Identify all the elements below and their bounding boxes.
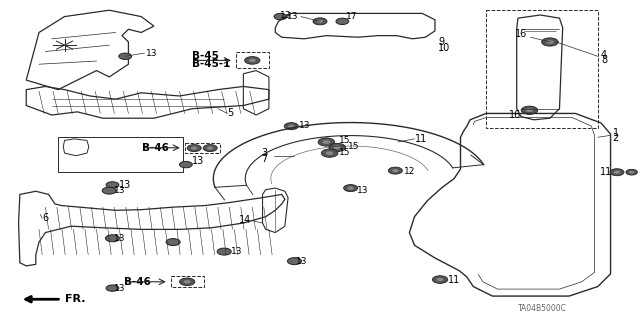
Circle shape <box>614 171 620 174</box>
Bar <box>184 143 220 153</box>
Circle shape <box>318 138 335 146</box>
Text: 13: 13 <box>357 186 369 195</box>
Bar <box>486 10 598 128</box>
Circle shape <box>217 248 231 255</box>
Circle shape <box>433 276 448 283</box>
Circle shape <box>546 40 554 44</box>
Bar <box>171 276 204 287</box>
Text: 13: 13 <box>115 284 126 293</box>
Circle shape <box>626 169 637 175</box>
Circle shape <box>284 123 298 130</box>
Circle shape <box>392 169 399 172</box>
Text: 12: 12 <box>404 167 415 176</box>
Text: 4: 4 <box>601 50 607 60</box>
Text: FR.: FR. <box>65 294 85 304</box>
Circle shape <box>336 18 349 25</box>
Text: 15: 15 <box>348 142 359 151</box>
Text: 13: 13 <box>299 121 310 130</box>
Circle shape <box>274 13 287 20</box>
Text: 10: 10 <box>438 43 451 53</box>
Text: 11: 11 <box>600 167 612 177</box>
Text: 16: 16 <box>509 110 521 120</box>
Text: 11: 11 <box>415 134 427 144</box>
Text: 13: 13 <box>119 180 131 190</box>
Text: 1: 1 <box>612 128 619 137</box>
Text: 13: 13 <box>192 156 205 166</box>
Text: 13: 13 <box>147 48 158 58</box>
Circle shape <box>184 280 191 284</box>
Text: 17: 17 <box>346 12 357 21</box>
Circle shape <box>249 59 256 62</box>
Text: 3: 3 <box>261 148 268 158</box>
Circle shape <box>106 182 119 188</box>
Circle shape <box>203 145 217 152</box>
Circle shape <box>388 167 403 174</box>
Circle shape <box>323 140 330 144</box>
Circle shape <box>191 146 197 150</box>
Text: B-45-1: B-45-1 <box>192 59 230 69</box>
Bar <box>58 137 182 172</box>
Text: 13: 13 <box>230 247 242 256</box>
Circle shape <box>313 18 327 25</box>
Text: 9: 9 <box>438 37 444 47</box>
Text: B-45: B-45 <box>192 51 219 61</box>
Circle shape <box>521 106 538 115</box>
Text: 15: 15 <box>339 136 351 145</box>
Text: 14: 14 <box>239 215 251 226</box>
Bar <box>236 52 269 68</box>
Text: 11: 11 <box>448 275 460 285</box>
Text: 13: 13 <box>296 257 307 266</box>
Circle shape <box>207 146 213 150</box>
Circle shape <box>436 278 444 281</box>
Circle shape <box>287 258 301 265</box>
Circle shape <box>179 278 195 286</box>
Text: B-46: B-46 <box>124 277 151 287</box>
Circle shape <box>326 151 333 155</box>
Text: 13: 13 <box>115 186 126 195</box>
Text: 13: 13 <box>115 234 126 243</box>
Circle shape <box>629 171 634 174</box>
Text: 13: 13 <box>287 12 298 21</box>
Text: 2: 2 <box>612 133 619 143</box>
Circle shape <box>541 38 558 46</box>
Text: 8: 8 <box>601 56 607 65</box>
Circle shape <box>329 143 346 152</box>
Circle shape <box>106 235 120 242</box>
Circle shape <box>244 56 260 64</box>
Circle shape <box>525 108 533 112</box>
Circle shape <box>610 169 624 176</box>
Circle shape <box>344 185 358 192</box>
Circle shape <box>119 53 132 59</box>
Text: B-46: B-46 <box>143 143 170 153</box>
Circle shape <box>321 149 338 157</box>
Circle shape <box>348 187 354 190</box>
Text: 13: 13 <box>280 11 291 20</box>
Circle shape <box>179 161 192 168</box>
Text: 15: 15 <box>339 148 351 157</box>
Circle shape <box>187 145 201 152</box>
Text: TA04B5000C: TA04B5000C <box>518 304 567 313</box>
Circle shape <box>317 20 323 23</box>
Text: 7: 7 <box>261 154 268 164</box>
Circle shape <box>102 187 116 194</box>
Text: 5: 5 <box>227 108 234 118</box>
Circle shape <box>166 239 180 246</box>
Circle shape <box>288 125 294 128</box>
Circle shape <box>106 285 119 291</box>
Circle shape <box>333 145 341 149</box>
Text: 6: 6 <box>42 213 49 223</box>
Text: 16: 16 <box>515 29 527 39</box>
